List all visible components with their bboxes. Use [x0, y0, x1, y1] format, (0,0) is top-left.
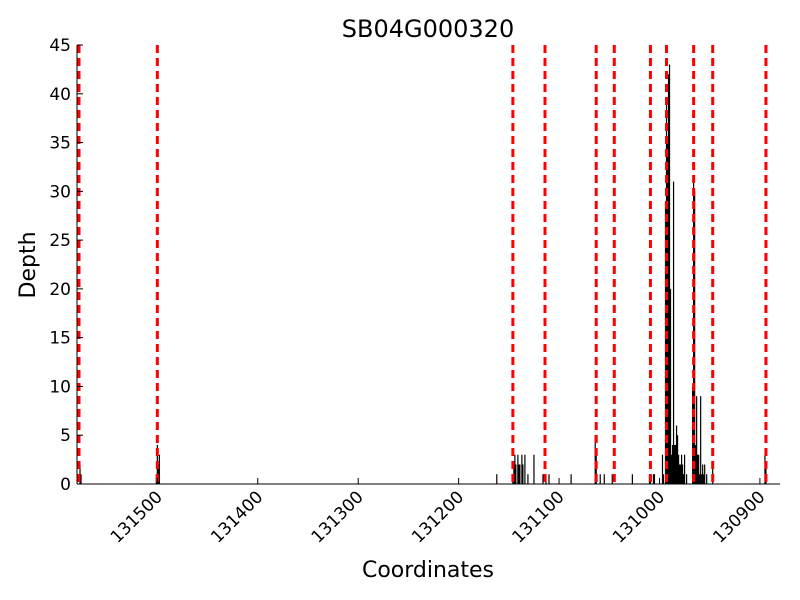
- x-axis-label: Coordinates: [362, 558, 494, 583]
- depth-bar: [677, 454, 680, 484]
- depth-bar: [80, 474, 82, 484]
- depth-bar: [703, 474, 705, 484]
- depth-bar: [675, 425, 678, 484]
- depth-bar: [686, 474, 688, 484]
- depth-bar: [671, 444, 674, 484]
- depth-bar: [678, 464, 681, 484]
- y-tick-label: 5: [60, 426, 71, 446]
- depth-bar: [517, 454, 519, 484]
- depth-bar: [542, 474, 544, 484]
- y-tick-label: 20: [49, 280, 71, 300]
- depth-bar: [682, 474, 685, 484]
- depth-bar: [670, 454, 673, 484]
- depth-bar: [669, 288, 672, 484]
- depth-bar: [496, 474, 498, 484]
- depth-bar: [652, 474, 655, 484]
- depth-bar: [667, 74, 670, 485]
- y-tick-label: 40: [49, 85, 71, 105]
- depth-bar: [611, 474, 613, 484]
- depth-bar: [527, 474, 529, 484]
- depth-bar: [519, 464, 521, 484]
- depth-bar: [674, 444, 677, 484]
- depth-bar: [672, 181, 675, 484]
- depth-bar: [514, 454, 516, 484]
- depth-bar: [701, 474, 703, 484]
- depth-bar: [681, 464, 684, 484]
- y-ticks: 0 5 10 15 20 25 30 35 40 45: [49, 36, 83, 495]
- y-tick-label: 35: [49, 134, 71, 154]
- depth-bar: [683, 454, 686, 484]
- depth-bar: [680, 454, 683, 484]
- depth-bar: [668, 64, 671, 484]
- depth-bar: [594, 435, 596, 484]
- depth-bar: [700, 396, 702, 484]
- depth-bar: [599, 474, 601, 484]
- depth-bar: [706, 474, 708, 484]
- depth-bar: [522, 464, 524, 484]
- depth-bar: [679, 464, 682, 484]
- y-tick-label: 10: [49, 377, 71, 397]
- chart-title: SB04G000320: [342, 15, 514, 43]
- depth-bar: [595, 454, 597, 484]
- depth-bar: [695, 444, 697, 484]
- depth-bar: [158, 454, 160, 484]
- depth-bar: [764, 454, 766, 484]
- depth-bar: [697, 454, 699, 484]
- depth-bar: [699, 474, 701, 484]
- depth-bar: [673, 444, 676, 484]
- depth-bar: [533, 454, 535, 484]
- y-axis-label: Depth: [16, 231, 41, 298]
- depth-bar: [515, 464, 517, 484]
- depth-bar: [698, 454, 700, 484]
- marker-lines-layer: [77, 45, 768, 484]
- depth-bar: [696, 396, 698, 484]
- depth-bar: [631, 474, 633, 484]
- depth-bar: [662, 474, 665, 484]
- depth-bar: [524, 454, 526, 484]
- y-tick-label: 25: [49, 231, 71, 251]
- depth-bar: [661, 454, 664, 484]
- y-tick-label: 0: [60, 475, 71, 495]
- depth-bar: [704, 464, 706, 484]
- depth-bar: [676, 435, 679, 484]
- depth-bar: [518, 464, 520, 484]
- depth-bar: [666, 142, 669, 484]
- depth-bar: [521, 454, 523, 484]
- y-tick-label: 15: [49, 329, 71, 349]
- depth-bar: [603, 474, 605, 484]
- depth-bar: [664, 201, 667, 484]
- axes-layer: [76, 45, 780, 485]
- depth-bar: [702, 464, 704, 484]
- depth-bar: [548, 474, 550, 484]
- y-tick-label: 30: [49, 182, 71, 202]
- depth-bar: [570, 474, 572, 484]
- y-tick-label: 45: [49, 36, 71, 56]
- depth-bar: [653, 474, 656, 484]
